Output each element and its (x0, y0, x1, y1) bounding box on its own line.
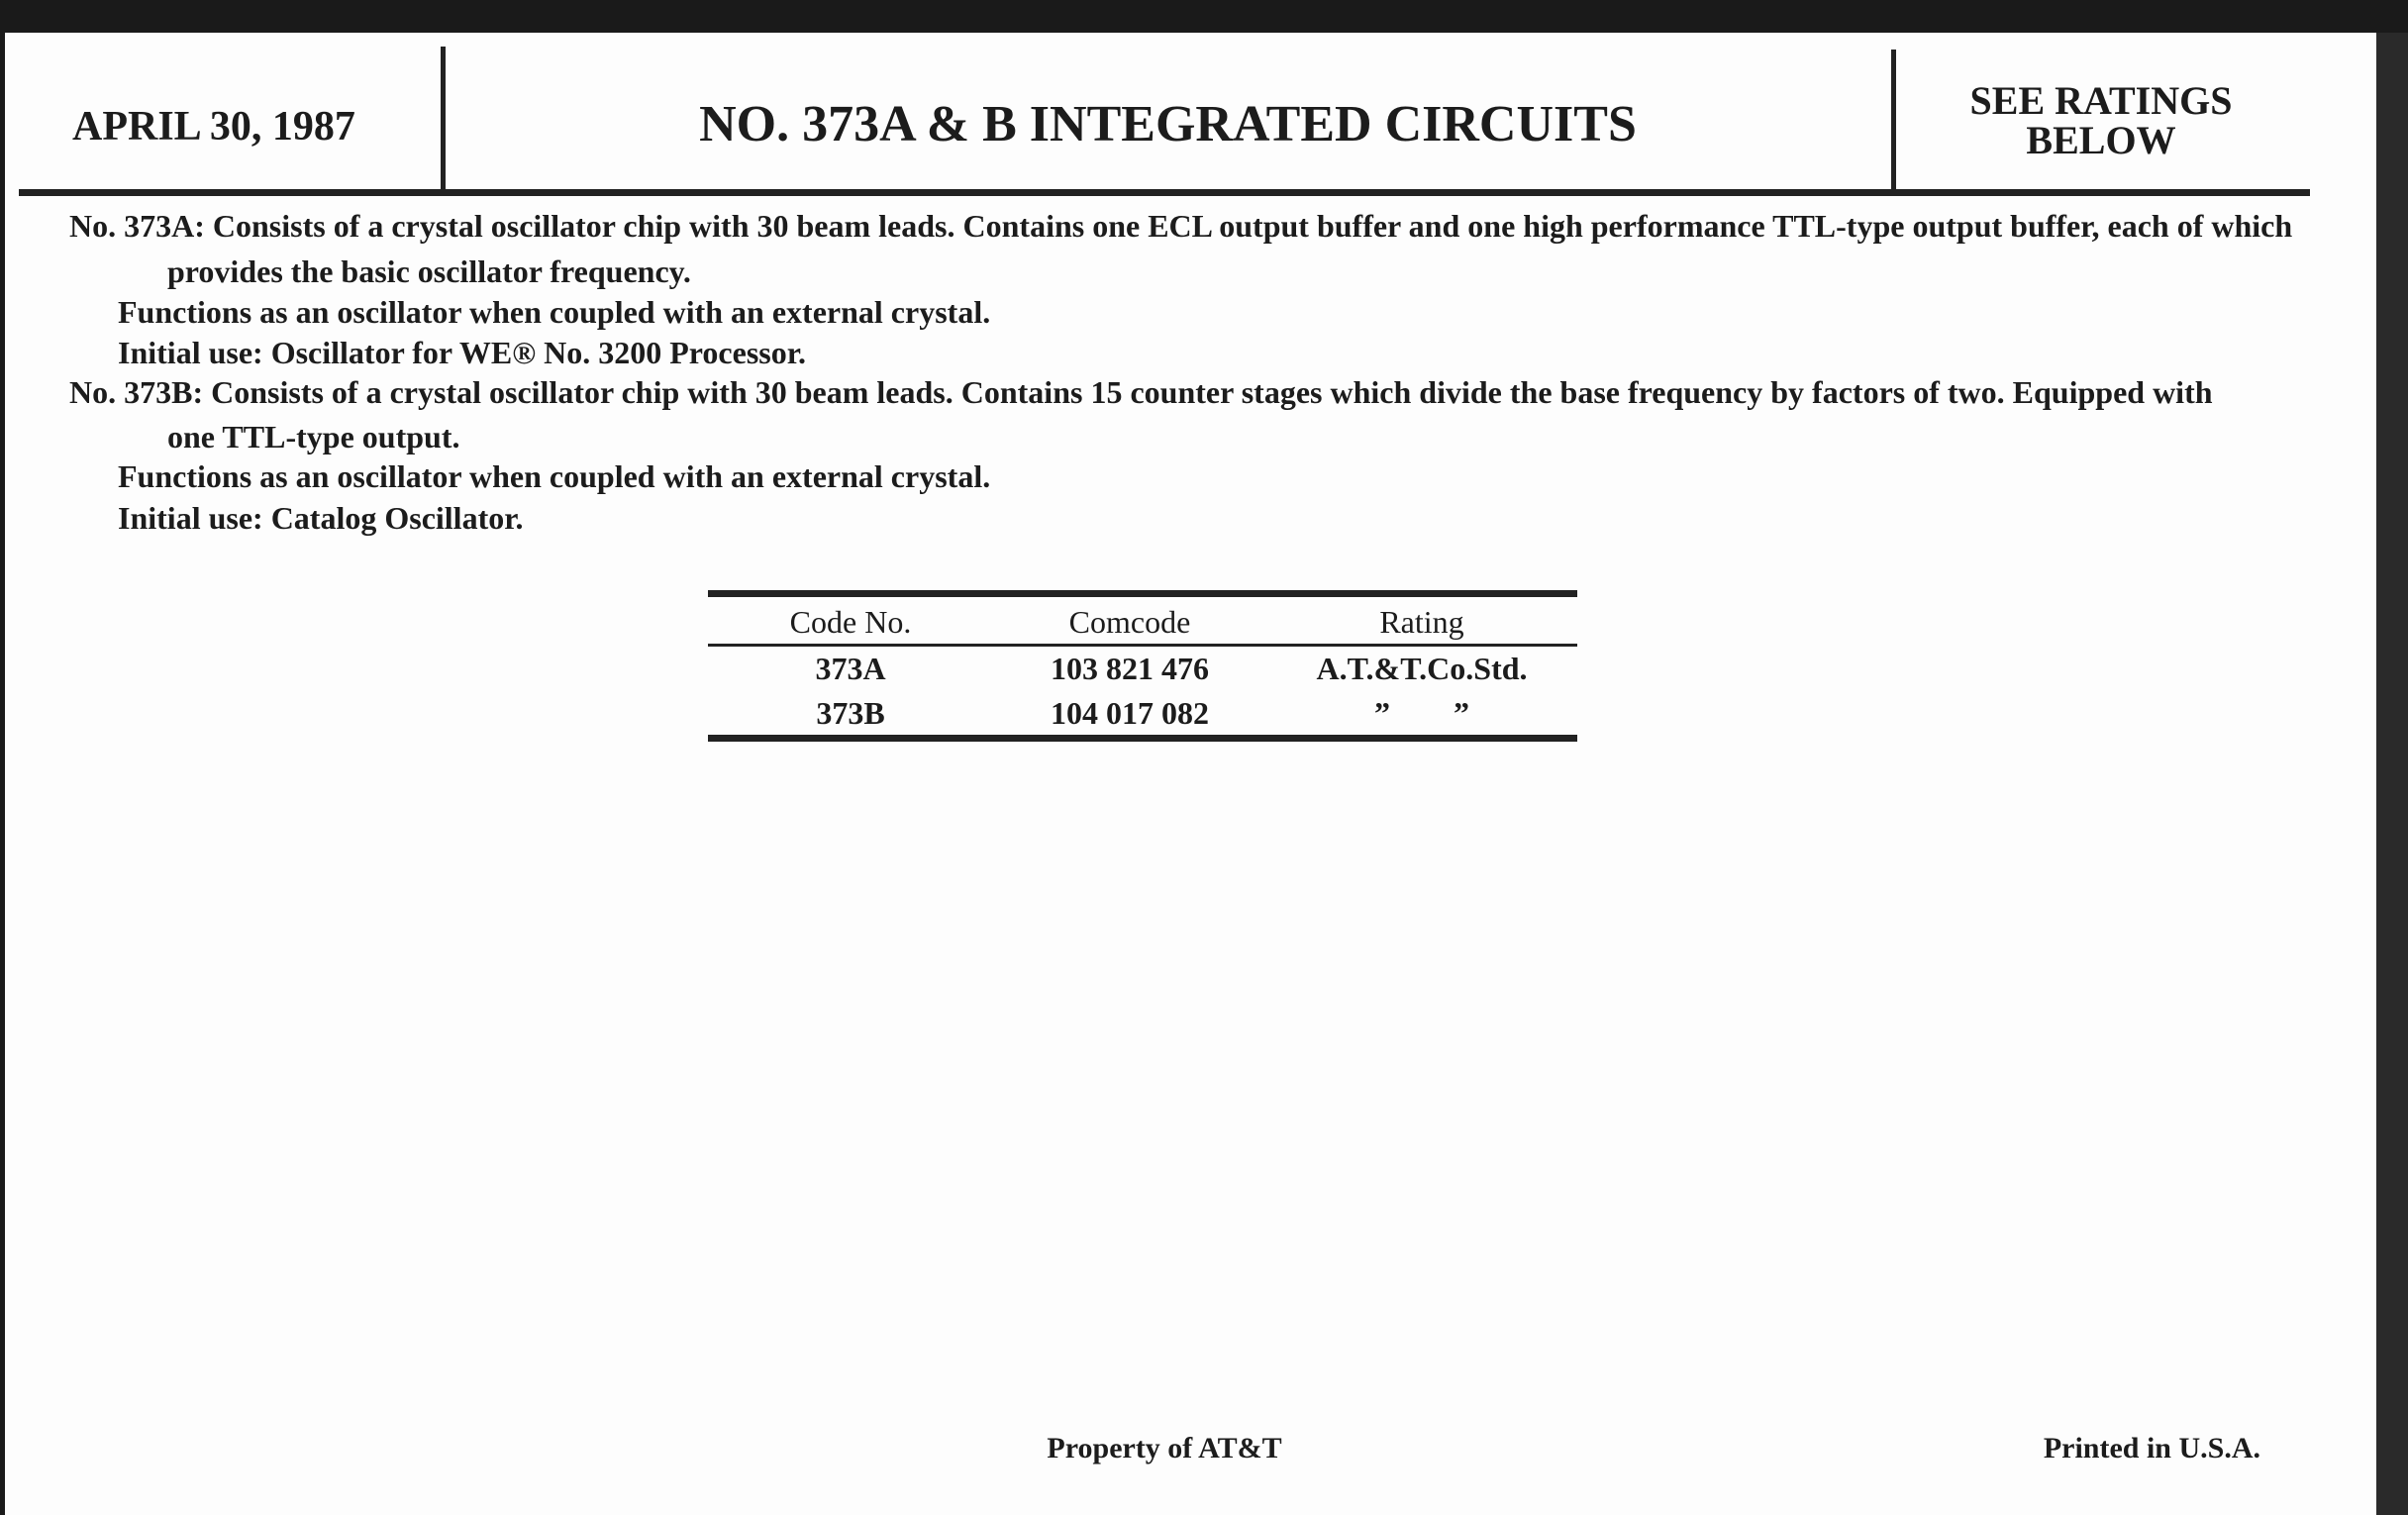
body-line: No. 373B: Consists of a crystal oscillat… (69, 374, 2213, 410)
ratings-note-line2: BELOW (2026, 118, 2176, 162)
table-header-rule (708, 644, 1577, 647)
body-line: Functions as an oscillator when coupled … (118, 458, 991, 494)
column-header-comcode: Comcode (1068, 604, 1191, 640)
body-line: No. 373A: Consists of a crystal oscillat… (69, 208, 2293, 244)
body-line: provides the basic oscillator frequency. (167, 253, 691, 289)
cell-comcode: 103 821 476 (1051, 651, 1209, 686)
cell-comcode: 104 017 082 (1051, 695, 1209, 731)
body-line: Initial use: Oscillator for WE® No. 3200… (118, 335, 806, 370)
header-rule (19, 189, 2310, 196)
cell-rating: ” ” (1374, 695, 1469, 731)
table-top-rule (708, 590, 1577, 597)
ratings-note-line1: SEE RATINGS (1969, 78, 2233, 123)
document-page (5, 33, 2376, 1515)
cell-rating: A.T.&T.Co.Std. (1316, 651, 1528, 686)
header-date: APRIL 30, 1987 (72, 104, 355, 150)
column-header-rating: Rating (1379, 604, 1464, 640)
cell-code-no: 373B (816, 695, 885, 731)
table-bottom-rule (708, 735, 1577, 742)
document-title: NO. 373A & B INTEGRATED CIRCUITS (699, 96, 1637, 152)
body-line: Functions as an oscillator when coupled … (118, 294, 991, 330)
ratings-note: SEE RATINGS BELOW (1898, 81, 2304, 160)
cell-code-no: 373A (815, 651, 886, 686)
header-divider-left (441, 47, 446, 193)
header-divider-right (1891, 50, 1896, 193)
scan-edge (2376, 33, 2408, 1515)
column-header-code-no: Code No. (789, 604, 912, 640)
footer-property: Property of AT&T (1047, 1432, 1282, 1464)
body-line: one TTL-type output. (167, 419, 460, 454)
footer-printed: Printed in U.S.A. (2043, 1432, 2260, 1464)
body-line: Initial use: Catalog Oscillator. (118, 500, 524, 536)
